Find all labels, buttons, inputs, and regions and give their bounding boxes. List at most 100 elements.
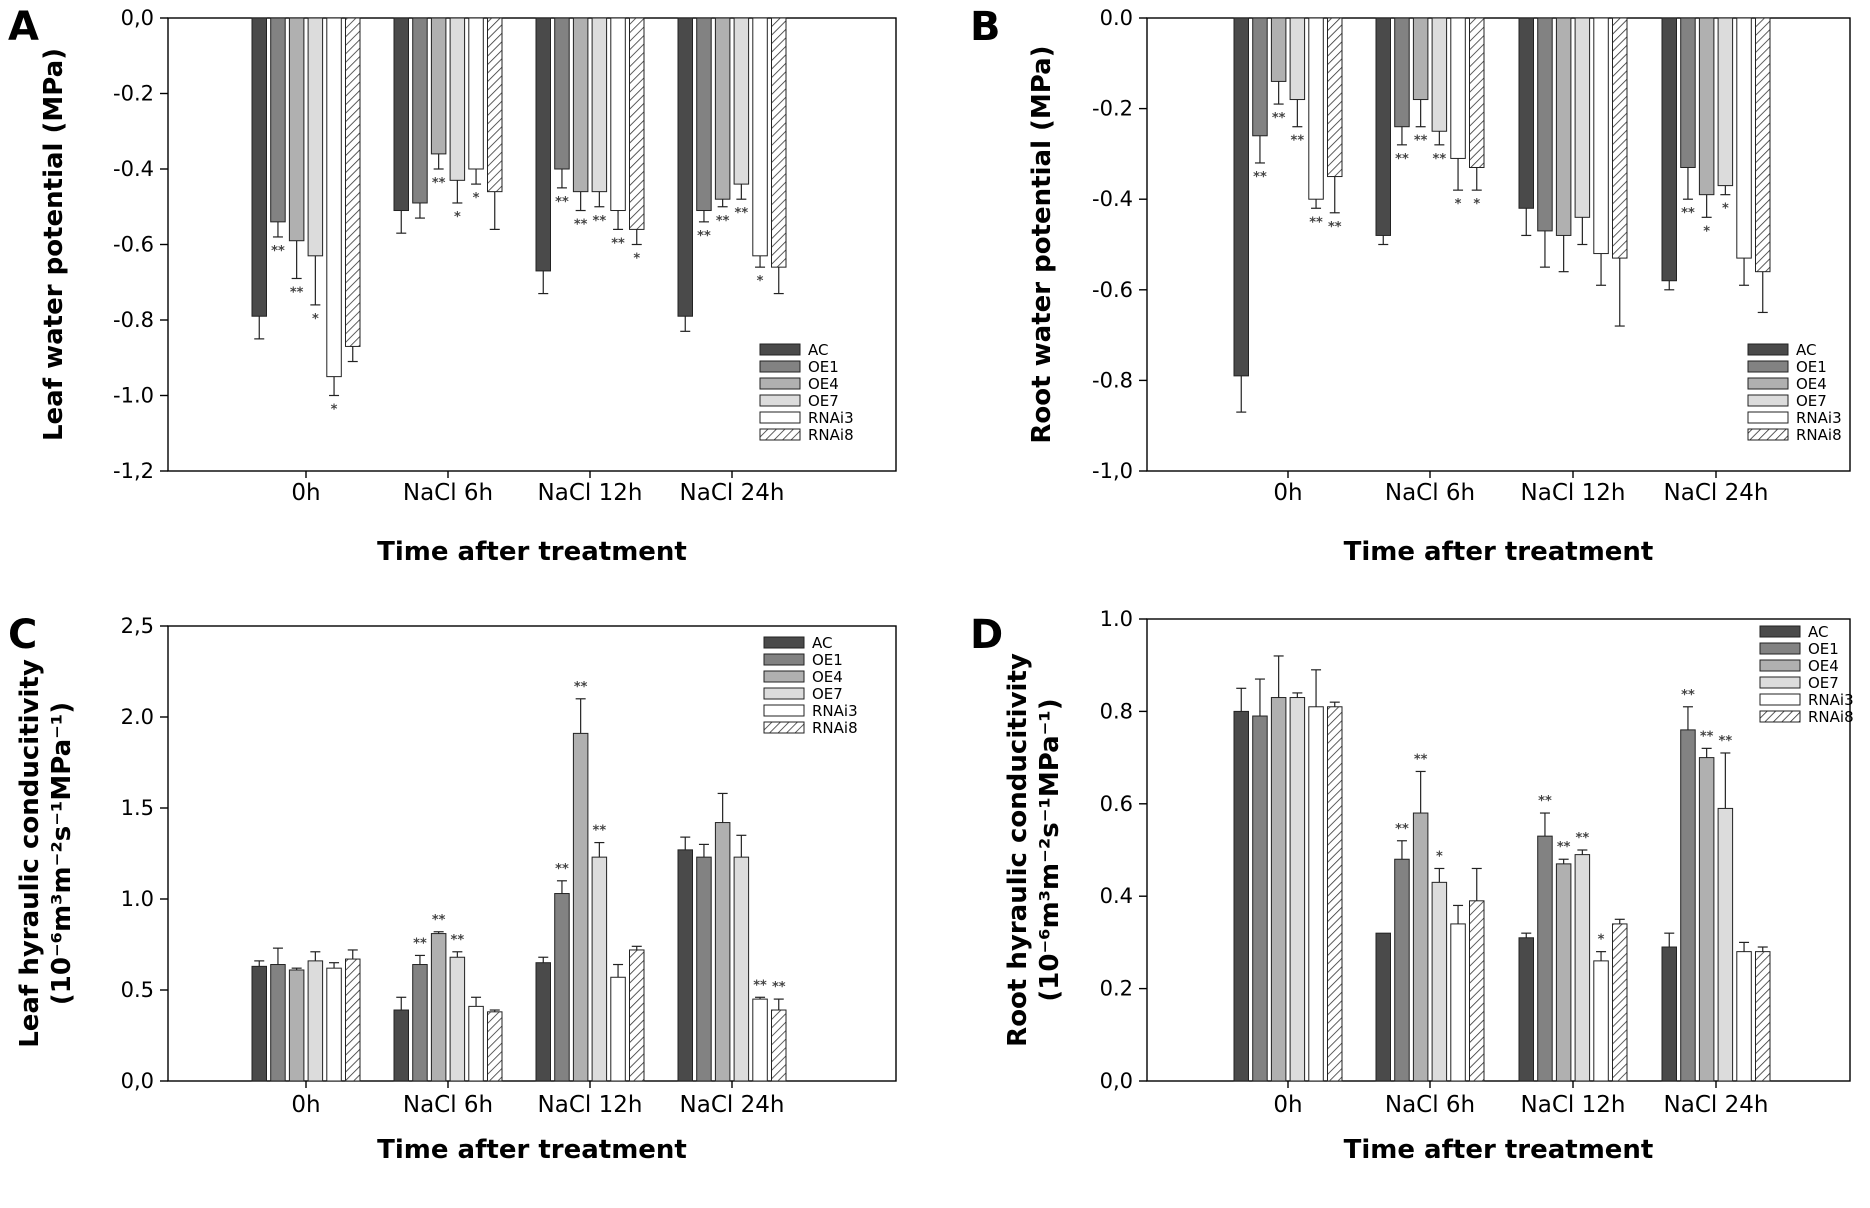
bar	[554, 893, 570, 1082]
legend-swatch	[1747, 377, 1789, 390]
bar	[1661, 946, 1677, 1082]
significance-mark: **	[1291, 134, 1305, 149]
panel-b: B 0.0 -0.2 -0.4 -0.6 -0.8 -1,0 0h NaCl 6h NaCl 12…	[970, 4, 1851, 567]
bar	[554, 17, 570, 170]
legend-swatch	[759, 360, 801, 373]
category-label: NaCl 12h	[538, 1092, 643, 1118]
x-axis-title: Time after treatment	[1344, 537, 1654, 567]
legend-label: OE1	[1796, 358, 1827, 376]
significance-mark: **	[1309, 215, 1323, 230]
y-tick-label: -1,0	[1092, 459, 1133, 483]
significance-mark: *	[633, 252, 640, 267]
bar	[677, 17, 693, 317]
legend-label: RNAi8	[808, 426, 854, 444]
bar	[1698, 757, 1715, 1082]
legend-swatch	[759, 411, 801, 424]
y-tick-label: -0.4	[113, 157, 154, 181]
legend-swatch	[759, 343, 801, 356]
category-label: NaCl 6h	[1385, 1092, 1475, 1118]
significance-mark: *	[473, 191, 480, 206]
bar	[1431, 17, 1448, 132]
bar	[393, 17, 409, 212]
y-tick-label: 1.0	[121, 887, 154, 911]
bar	[1375, 932, 1391, 1082]
significance-mark: **	[1557, 840, 1571, 855]
legend-label: OE1	[1808, 640, 1839, 658]
bar	[270, 964, 286, 1082]
legend-swatch	[763, 687, 805, 700]
bar	[1289, 697, 1306, 1082]
legend-swatch	[763, 704, 805, 717]
legend-label: OE1	[808, 358, 839, 376]
y-axis-units: (10⁻⁶m³m⁻²s⁻¹MPa⁻¹)	[1035, 698, 1065, 1001]
bar	[487, 1011, 503, 1082]
bar	[1612, 923, 1628, 1082]
y-tick-label: 1.0	[1100, 607, 1133, 631]
legend-swatch	[759, 428, 801, 441]
bar	[1252, 17, 1268, 137]
significance-mark: **	[1681, 206, 1695, 221]
y-tick-label: 0.5	[121, 978, 154, 1002]
legend-label: RNAi8	[1796, 426, 1842, 444]
bar	[591, 17, 608, 193]
significance-mark: **	[1395, 822, 1409, 837]
y-tick-label: 0.6	[1100, 792, 1133, 816]
bar	[572, 732, 589, 1082]
plot-frame	[167, 625, 897, 1082]
y-tick-label: -0.8	[113, 308, 154, 332]
legend-label: OE7	[1796, 392, 1827, 410]
y-tick-label: -1.0	[113, 384, 154, 408]
bar	[307, 17, 324, 257]
bar	[307, 960, 324, 1082]
bar	[1717, 807, 1734, 1082]
panel-letter: D	[970, 612, 1003, 658]
significance-mark: *	[331, 403, 338, 418]
significance-mark: *	[1703, 224, 1710, 239]
bar	[288, 17, 305, 242]
category-label: 0h	[1273, 480, 1302, 506]
bar	[1233, 710, 1249, 1082]
legend-label: RNAi3	[1796, 409, 1842, 427]
category-label: NaCl 24h	[1664, 480, 1769, 506]
bar	[1755, 17, 1771, 273]
legend-swatch	[1747, 411, 1789, 424]
bar	[468, 17, 484, 170]
bar	[696, 856, 712, 1082]
bar	[1270, 697, 1287, 1082]
y-axis-title: Root water potential (MPa)	[1027, 45, 1057, 443]
bar	[1680, 729, 1696, 1082]
bar	[345, 17, 361, 347]
y-tick-label: 0.8	[1100, 699, 1133, 723]
bar	[251, 965, 267, 1082]
bar	[1555, 863, 1572, 1082]
significance-mark: *	[1455, 197, 1462, 212]
bar	[1574, 854, 1591, 1082]
bar	[677, 849, 693, 1082]
bar	[771, 17, 787, 268]
significance-mark: *	[454, 210, 461, 225]
significance-mark: **	[772, 980, 786, 995]
bar	[430, 933, 447, 1082]
bar	[251, 17, 267, 317]
significance-mark: **	[1272, 111, 1286, 126]
bar	[1612, 17, 1628, 259]
bar	[714, 822, 731, 1082]
bar	[696, 17, 712, 212]
y-tick-label: -0.2	[113, 82, 154, 106]
bar	[1593, 17, 1609, 255]
bar	[345, 958, 361, 1082]
bar	[1431, 881, 1448, 1082]
bar	[572, 17, 589, 193]
bar	[1289, 17, 1306, 101]
category-label: NaCl 12h	[538, 480, 643, 506]
significance-mark: **	[432, 176, 446, 191]
bar	[449, 17, 466, 181]
legend-swatch	[1759, 676, 1801, 689]
significance-mark: **	[1328, 220, 1342, 235]
significance-mark: **	[290, 285, 304, 300]
bar	[733, 856, 750, 1082]
bar	[326, 967, 342, 1082]
bar	[1574, 17, 1591, 218]
legend-label: AC	[1808, 623, 1828, 641]
bar	[1661, 17, 1677, 282]
